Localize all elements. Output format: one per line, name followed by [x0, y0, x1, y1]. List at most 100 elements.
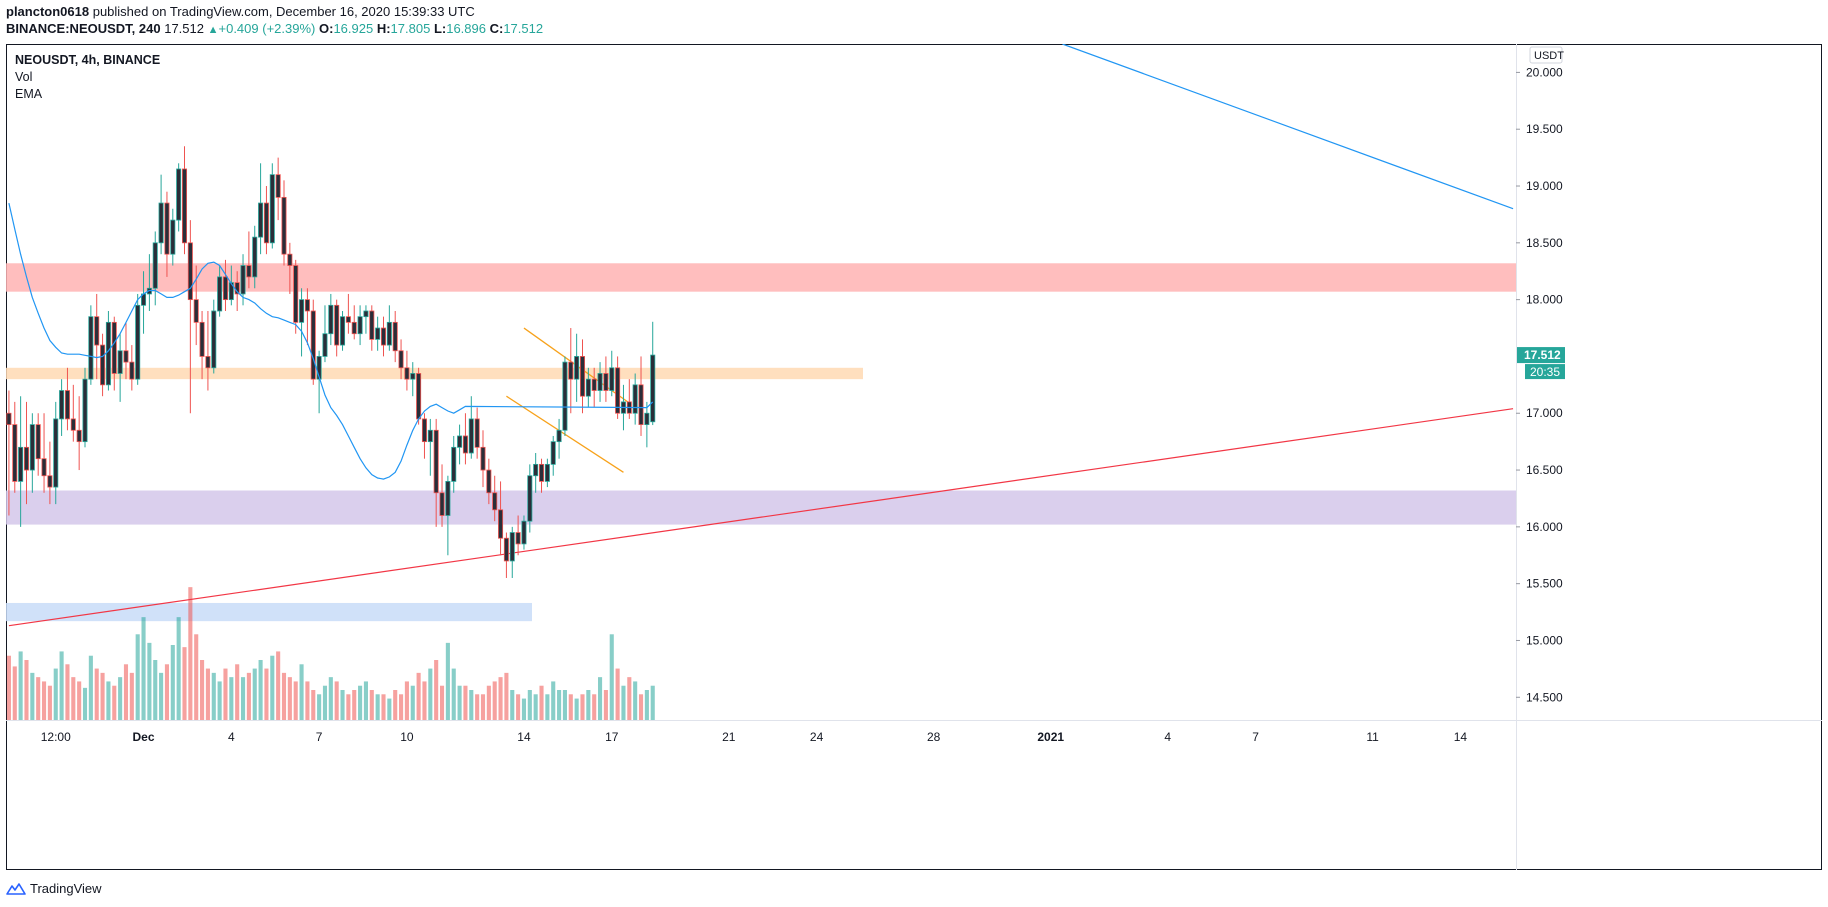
- volume-bar: [36, 677, 41, 720]
- last-price-label: 17.512: [1524, 348, 1561, 362]
- volume-bar: [557, 690, 562, 720]
- candle-body: [433, 429, 439, 494]
- candle-body: [287, 253, 293, 266]
- volume-bar: [270, 655, 275, 720]
- resistance-zone: [6, 263, 1516, 292]
- price-tick-label: 20.000: [1526, 65, 1563, 79]
- candle-body: [521, 520, 527, 545]
- candle-body: [293, 265, 299, 323]
- candle-body: [29, 424, 35, 471]
- volume-bar: [112, 685, 117, 720]
- volume-bar: [12, 666, 17, 720]
- symbol-label: BINANCE:NEOUSDT, 240: [6, 21, 161, 36]
- candle-body: [269, 174, 275, 244]
- volume-bar: [328, 677, 333, 720]
- volume-bar: [317, 694, 322, 720]
- time-tick-label: 28: [927, 730, 941, 744]
- candle-body: [316, 356, 322, 380]
- time-tick-label: 24: [810, 730, 824, 744]
- last-value: 17.512: [164, 21, 204, 36]
- candle-body: [117, 350, 123, 374]
- time-tick-label: 7: [1252, 730, 1259, 744]
- volume-bar: [258, 660, 263, 720]
- volume-bar: [47, 685, 52, 720]
- volume-bar: [498, 677, 503, 720]
- candle-body: [632, 384, 638, 414]
- volume-bar: [428, 668, 433, 720]
- volume-bar: [188, 587, 193, 720]
- time-tick-label: 14: [517, 730, 531, 744]
- candle-body: [480, 446, 486, 471]
- high-label: H:: [376, 21, 391, 36]
- candle-body: [457, 435, 463, 448]
- author-name[interactable]: plancton0618: [6, 4, 90, 19]
- volume-bar: [504, 672, 509, 720]
- candle-body: [164, 202, 170, 255]
- volume-bar: [305, 681, 310, 720]
- volume-bar: [299, 664, 304, 720]
- candle-body: [462, 435, 468, 454]
- candle-body: [129, 361, 135, 380]
- candle-body: [70, 418, 76, 431]
- time-tick-label: 17: [605, 730, 619, 744]
- volume-bar: [340, 690, 345, 720]
- candle-body: [18, 446, 24, 482]
- tradingview-logo[interactable]: TradingView: [6, 881, 102, 896]
- volume-bar: [510, 690, 515, 720]
- candle-body: [644, 412, 650, 426]
- volume-bar: [562, 690, 567, 720]
- volume-bar: [475, 694, 480, 720]
- candle-body: [445, 481, 451, 516]
- candle-body: [603, 373, 609, 391]
- price-tick-label: 19.500: [1526, 122, 1563, 136]
- price-tick-label: 15.000: [1526, 633, 1563, 647]
- candle-body: [591, 378, 597, 391]
- candle-body: [363, 310, 369, 318]
- countdown-badge: [1525, 364, 1565, 380]
- last-price-badge: [1517, 347, 1565, 364]
- time-tick-label: 4: [1164, 730, 1171, 744]
- candle-body: [568, 361, 574, 380]
- candle-body: [404, 367, 410, 380]
- candle-body: [263, 202, 269, 244]
- volume-bar: [521, 698, 527, 720]
- candle-body: [222, 276, 228, 301]
- low-value: 16.896: [446, 21, 486, 36]
- candle-body: [474, 418, 480, 448]
- candle-body: [299, 299, 305, 323]
- price-chart[interactable]: 20.000 19.500 19.000 18.500 18.000 17.000 16.5…: [6, 44, 1822, 870]
- volume-bar: [159, 672, 164, 720]
- volume-bar: [627, 677, 632, 720]
- volume-bar: [205, 668, 210, 720]
- volume-bar: [153, 660, 158, 720]
- volume-bar: [346, 694, 351, 720]
- candle-body: [439, 492, 445, 516]
- candle-body: [105, 321, 111, 386]
- volume-bar: [281, 672, 287, 720]
- volume-bar: [264, 668, 269, 720]
- price-tick-label: 14.500: [1526, 690, 1563, 704]
- change-value: +0.409 (+2.39%): [218, 21, 316, 36]
- volume-bar: [445, 642, 450, 720]
- volume-bar: [527, 690, 532, 720]
- candle-body: [41, 458, 47, 477]
- volume-bar: [176, 617, 181, 720]
- volume-bar: [375, 694, 380, 720]
- volume-bar: [164, 664, 169, 720]
- candle-body: [310, 310, 316, 380]
- time-tick-label: 14: [1454, 730, 1468, 744]
- legend-vol[interactable]: Vol: [15, 70, 33, 84]
- legend-symbol[interactable]: NEOUSDT, 4h, BINANCE: [15, 53, 161, 67]
- candle-body: [111, 321, 117, 374]
- volume-bar: [24, 660, 29, 720]
- legend-ema[interactable]: EMA: [15, 87, 43, 101]
- candle-body: [509, 532, 515, 562]
- volume-bar: [551, 681, 556, 720]
- candle-body: [23, 446, 29, 471]
- volume-bar: [100, 672, 105, 720]
- unit-badge: [1529, 46, 1563, 64]
- candle-body: [275, 174, 281, 198]
- volume-bar: [293, 681, 298, 720]
- volume-bar: [41, 681, 47, 720]
- candle-body: [468, 418, 474, 454]
